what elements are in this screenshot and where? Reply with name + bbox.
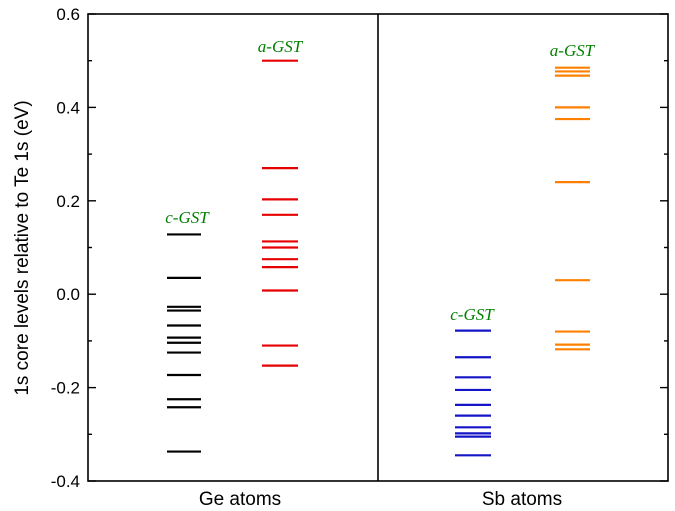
sb-c-gst-label: c-GST (450, 305, 495, 324)
y-tick-label: -0.4 (51, 472, 80, 491)
ge-c-gst-label: c-GST (165, 208, 210, 227)
y-tick-label: 0.0 (56, 285, 80, 304)
y-tick-label: -0.2 (51, 379, 80, 398)
y-tick-label: 0.2 (56, 192, 80, 211)
x-label-ge: Ge atoms (199, 489, 281, 510)
y-tick-label: 0.6 (56, 5, 80, 24)
sb-a-gst-label: a-GST (550, 41, 596, 60)
chart-marks (167, 59, 590, 457)
x-label-sb: Sb atoms (482, 489, 562, 510)
y-tick-label: 0.4 (56, 98, 80, 117)
ge-a-gst-label: a-GST (258, 37, 304, 56)
y-axis-ticks (88, 13, 668, 482)
y-axis-label: 1s core levels relative to Te 1s (eV) (12, 100, 33, 395)
y-axis-tick-labels: -0.4 -0.2 0.0 0.2 0.4 0.6 (51, 5, 80, 491)
